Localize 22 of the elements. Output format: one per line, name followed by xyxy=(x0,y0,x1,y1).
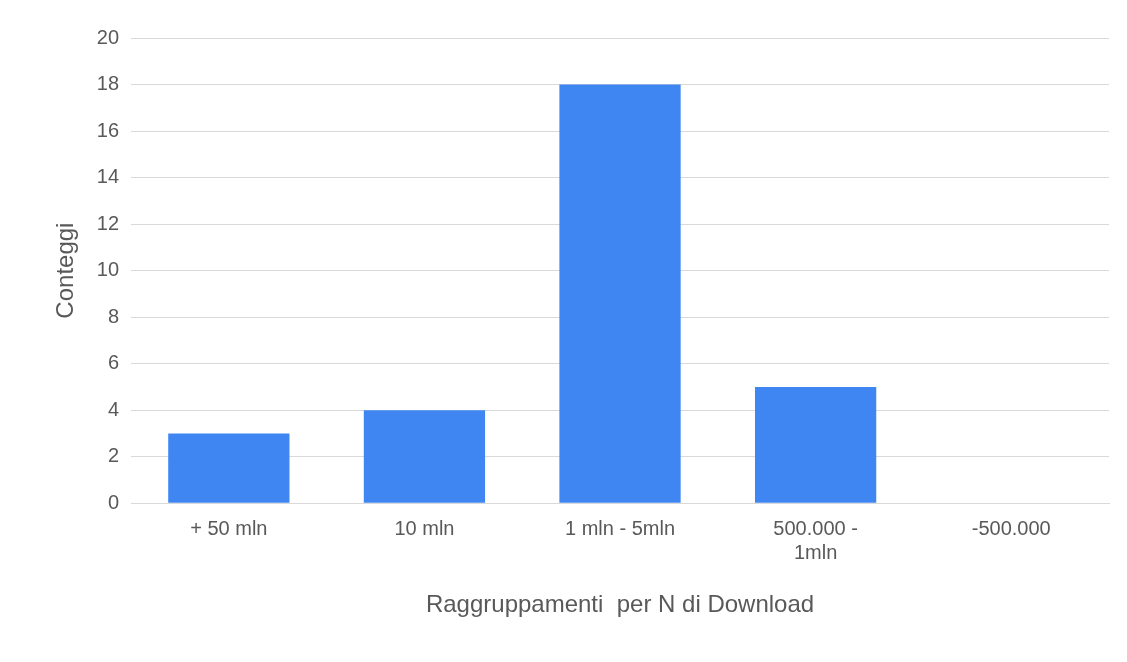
y-tick-label: 14 xyxy=(96,165,120,188)
y-tick-label: 8 xyxy=(107,304,120,327)
x-tick-label: 500.000 - 1mln xyxy=(773,516,858,563)
bar xyxy=(559,84,681,503)
bar xyxy=(754,386,877,503)
x-tick-label: + 50 mln xyxy=(190,516,268,539)
x-axis-title: Raggruppamenti per N di Download xyxy=(425,590,815,618)
y-tick-label: 0 xyxy=(107,490,120,513)
x-tick-label: 10 mln xyxy=(394,516,455,539)
y-tick-label: 18 xyxy=(96,72,120,95)
x-tick-label: 1 mln - 5mln xyxy=(565,516,676,539)
y-axis-title: Conteggi xyxy=(51,222,79,319)
y-tick-label: 6 xyxy=(107,351,120,374)
y-tick-label: 20 xyxy=(96,25,120,48)
y-tick-label: 10 xyxy=(96,258,120,281)
bar xyxy=(168,433,290,503)
x-tick-label: -500.000 xyxy=(971,516,1051,539)
y-tick-label: 4 xyxy=(107,397,120,420)
y-tick-label: 12 xyxy=(96,211,120,234)
y-tick-label: 2 xyxy=(107,444,120,467)
bar xyxy=(363,410,486,503)
y-tick-label: 16 xyxy=(96,118,120,141)
